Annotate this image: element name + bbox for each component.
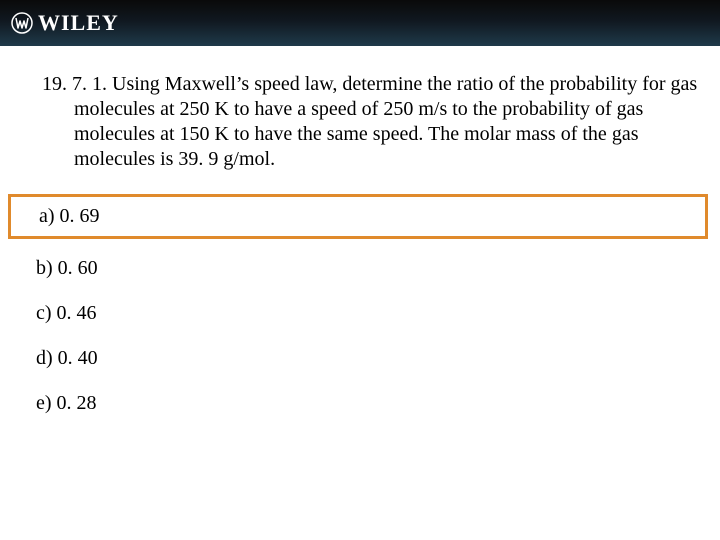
question-body: Using Maxwell’s speed law, determine the… (74, 73, 697, 170)
slide-content: 19. 7. 1. Using Maxwell’s speed law, det… (0, 46, 720, 419)
option-a-highlight: a) 0. 69 (8, 194, 708, 239)
question-text: 19. 7. 1. Using Maxwell’s speed law, det… (18, 72, 702, 172)
wiley-mark-icon (10, 11, 34, 35)
option-c-wrap: c) 0. 46 (18, 298, 702, 329)
option-d-wrap: d) 0. 40 (18, 343, 702, 374)
header-bar: WILEY (0, 0, 720, 46)
option-a: a) 0. 69 (39, 205, 100, 228)
brand-name: WILEY (38, 10, 119, 36)
options-list: a) 0. 69 b) 0. 60 c) 0. 46 d) 0. 40 e) 0… (18, 194, 702, 419)
option-e: e) 0. 28 (36, 392, 97, 415)
brand-logo: WILEY (10, 10, 119, 36)
option-e-wrap: e) 0. 28 (18, 388, 702, 419)
option-b-wrap: b) 0. 60 (18, 253, 702, 284)
option-c: c) 0. 46 (36, 302, 97, 325)
option-d: d) 0. 40 (36, 347, 98, 370)
option-b: b) 0. 60 (36, 257, 98, 280)
question-number: 19. 7. 1. (42, 73, 107, 95)
